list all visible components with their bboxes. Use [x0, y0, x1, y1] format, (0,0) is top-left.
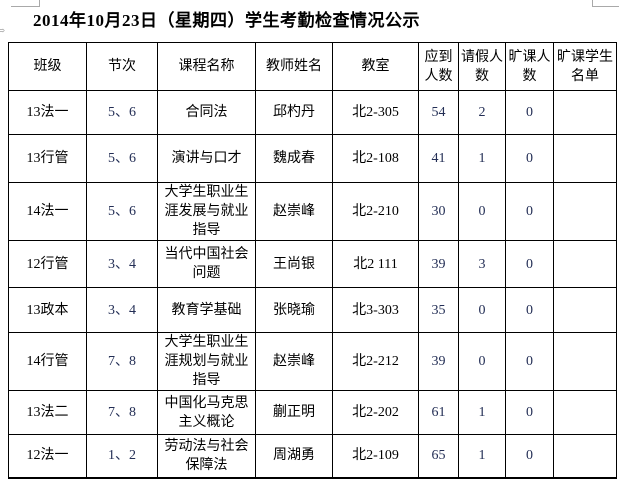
cell-expected-count: 39: [418, 332, 459, 391]
cell-classroom: 北2-108: [332, 134, 419, 183]
cell-leave-count: 1: [458, 390, 506, 435]
cell-class: 13法一: [8, 90, 87, 135]
column-header-8: 旷课学生名单: [553, 42, 617, 91]
cell-absent-student-list: [553, 90, 617, 135]
cell-teacher-name: 赵崇峰: [255, 182, 333, 241]
cell-absent-count: 0: [505, 240, 554, 288]
table-row: 14行管 7、8 大学生职业生涯规划与就业指导 赵崇峰 北2-212 39 0 …: [8, 332, 617, 391]
cell-period: 1、2: [86, 434, 158, 479]
cell-absent-count: 0: [505, 90, 554, 135]
table-header-row: 班级 节次 课程名称 教师姓名 教室 应到人数 请假人数 旷课人数 旷课学生名单: [8, 42, 617, 91]
cell-course-name: 教育学基础: [157, 287, 256, 333]
crop-mark-top-right: [592, 0, 619, 7]
cell-absent-student-list: [553, 332, 617, 391]
cell-period: 7、8: [86, 332, 158, 391]
column-header-1: 节次: [86, 42, 158, 91]
column-header-5: 应到人数: [418, 42, 459, 91]
cell-expected-count: 61: [418, 390, 459, 435]
cell-class: 13政本: [8, 287, 87, 333]
attendance-table: 班级 节次 课程名称 教师姓名 教室 应到人数 请假人数 旷课人数 旷课学生名单 13法一 5、…: [8, 42, 617, 479]
cell-leave-count: 2: [458, 90, 506, 135]
cell-teacher-name: 王尚银: [255, 240, 333, 288]
cell-course-name: 大学生职业生涯规划与就业指导: [157, 332, 256, 391]
cell-leave-count: 0: [458, 287, 506, 333]
cell-leave-count: 0: [458, 182, 506, 241]
cell-expected-count: 39: [418, 240, 459, 288]
cell-leave-count: 1: [458, 434, 506, 479]
cell-classroom: 北2-305: [332, 90, 419, 135]
cell-class: 12行管: [8, 240, 87, 288]
cell-classroom: 北2-212: [332, 332, 419, 391]
cell-teacher-name: 周湖勇: [255, 434, 333, 479]
cell-period: 7、8: [86, 390, 158, 435]
table-row: 13法二 7、8 中国化马克思主义概论 蒯正明 北2-202 61 1 0: [8, 390, 617, 435]
cell-absent-count: 0: [505, 134, 554, 183]
column-header-7: 旷课人数: [505, 42, 554, 91]
cell-class: 12法一: [8, 434, 87, 479]
cell-expected-count: 30: [418, 182, 459, 241]
cell-period: 5、6: [86, 182, 158, 241]
cell-course-name: 大学生职业生涯发展与就业指导: [157, 182, 256, 241]
cell-course-name: 演讲与口才: [157, 134, 256, 183]
cell-teacher-name: 邱杓丹: [255, 90, 333, 135]
cell-absent-student-list: [553, 287, 617, 333]
cell-period: 3、4: [86, 287, 158, 333]
crop-mark-top-left: [11, 0, 40, 7]
cell-course-name: 劳动法与社会保障法: [157, 434, 256, 479]
cell-expected-count: 65: [418, 434, 459, 479]
cell-class: 14行管: [8, 332, 87, 391]
column-header-2: 课程名称: [157, 42, 256, 91]
cell-classroom: 北2 111: [332, 240, 419, 288]
cell-absent-student-list: [553, 134, 617, 183]
cell-teacher-name: 赵崇峰: [255, 332, 333, 391]
table-row: 14法一 5、6 大学生职业生涯发展与就业指导 赵崇峰 北2-210 30 0 …: [8, 182, 617, 241]
cell-course-name: 当代中国社会问题: [157, 240, 256, 288]
cell-leave-count: 3: [458, 240, 506, 288]
cell-absent-student-list: [553, 240, 617, 288]
cell-absent-count: 0: [505, 332, 554, 391]
cell-absent-student-list: [553, 434, 617, 479]
margin-arrow-icon: ⇒: [0, 25, 6, 37]
cell-expected-count: 35: [418, 287, 459, 333]
cell-leave-count: 1: [458, 134, 506, 183]
cell-period: 5、6: [86, 134, 158, 183]
cell-teacher-name: 魏成春: [255, 134, 333, 183]
column-header-4: 教室: [332, 42, 419, 91]
cell-absent-count: 0: [505, 390, 554, 435]
cell-classroom: 北3-303: [332, 287, 419, 333]
cell-classroom: 北2-202: [332, 390, 419, 435]
cell-absent-count: 0: [505, 287, 554, 333]
column-header-6: 请假人数: [458, 42, 506, 91]
table-row: 13行管 5、6 演讲与口才 魏成春 北2-108 41 1 0: [8, 134, 617, 183]
cell-leave-count: 0: [458, 332, 506, 391]
cell-teacher-name: 张晓瑜: [255, 287, 333, 333]
page-title: 2014年10月23日（星期四）学生考勤检查情况公示: [33, 11, 420, 30]
table-row: 13政本 3、4 教育学基础 张晓瑜 北3-303 35 0 0: [8, 287, 617, 333]
cell-class: 14法一: [8, 182, 87, 241]
cell-class: 13行管: [8, 134, 87, 183]
cell-course-name: 中国化马克思主义概论: [157, 390, 256, 435]
cell-absent-student-list: [553, 182, 617, 241]
table-row: 13法一 5、6 合同法 邱杓丹 北2-305 54 2 0: [8, 90, 617, 135]
cell-expected-count: 54: [418, 90, 459, 135]
cell-expected-count: 41: [418, 134, 459, 183]
cell-absent-count: 0: [505, 182, 554, 241]
cell-absent-count: 0: [505, 434, 554, 479]
cell-period: 5、6: [86, 90, 158, 135]
cell-period: 3、4: [86, 240, 158, 288]
table-row: 12法一 1、2 劳动法与社会保障法 周湖勇 北2-109 65 1 0: [8, 434, 617, 479]
cell-absent-student-list: [553, 390, 617, 435]
cell-course-name: 合同法: [157, 90, 256, 135]
cell-classroom: 北2-109: [332, 434, 419, 479]
cell-classroom: 北2-210: [332, 182, 419, 241]
table-row: 12行管 3、4 当代中国社会问题 王尚银 北2 111 39 3 0: [8, 240, 617, 288]
cell-teacher-name: 蒯正明: [255, 390, 333, 435]
column-header-3: 教师姓名: [255, 42, 333, 91]
column-header-0: 班级: [8, 42, 87, 91]
cell-class: 13法二: [8, 390, 87, 435]
